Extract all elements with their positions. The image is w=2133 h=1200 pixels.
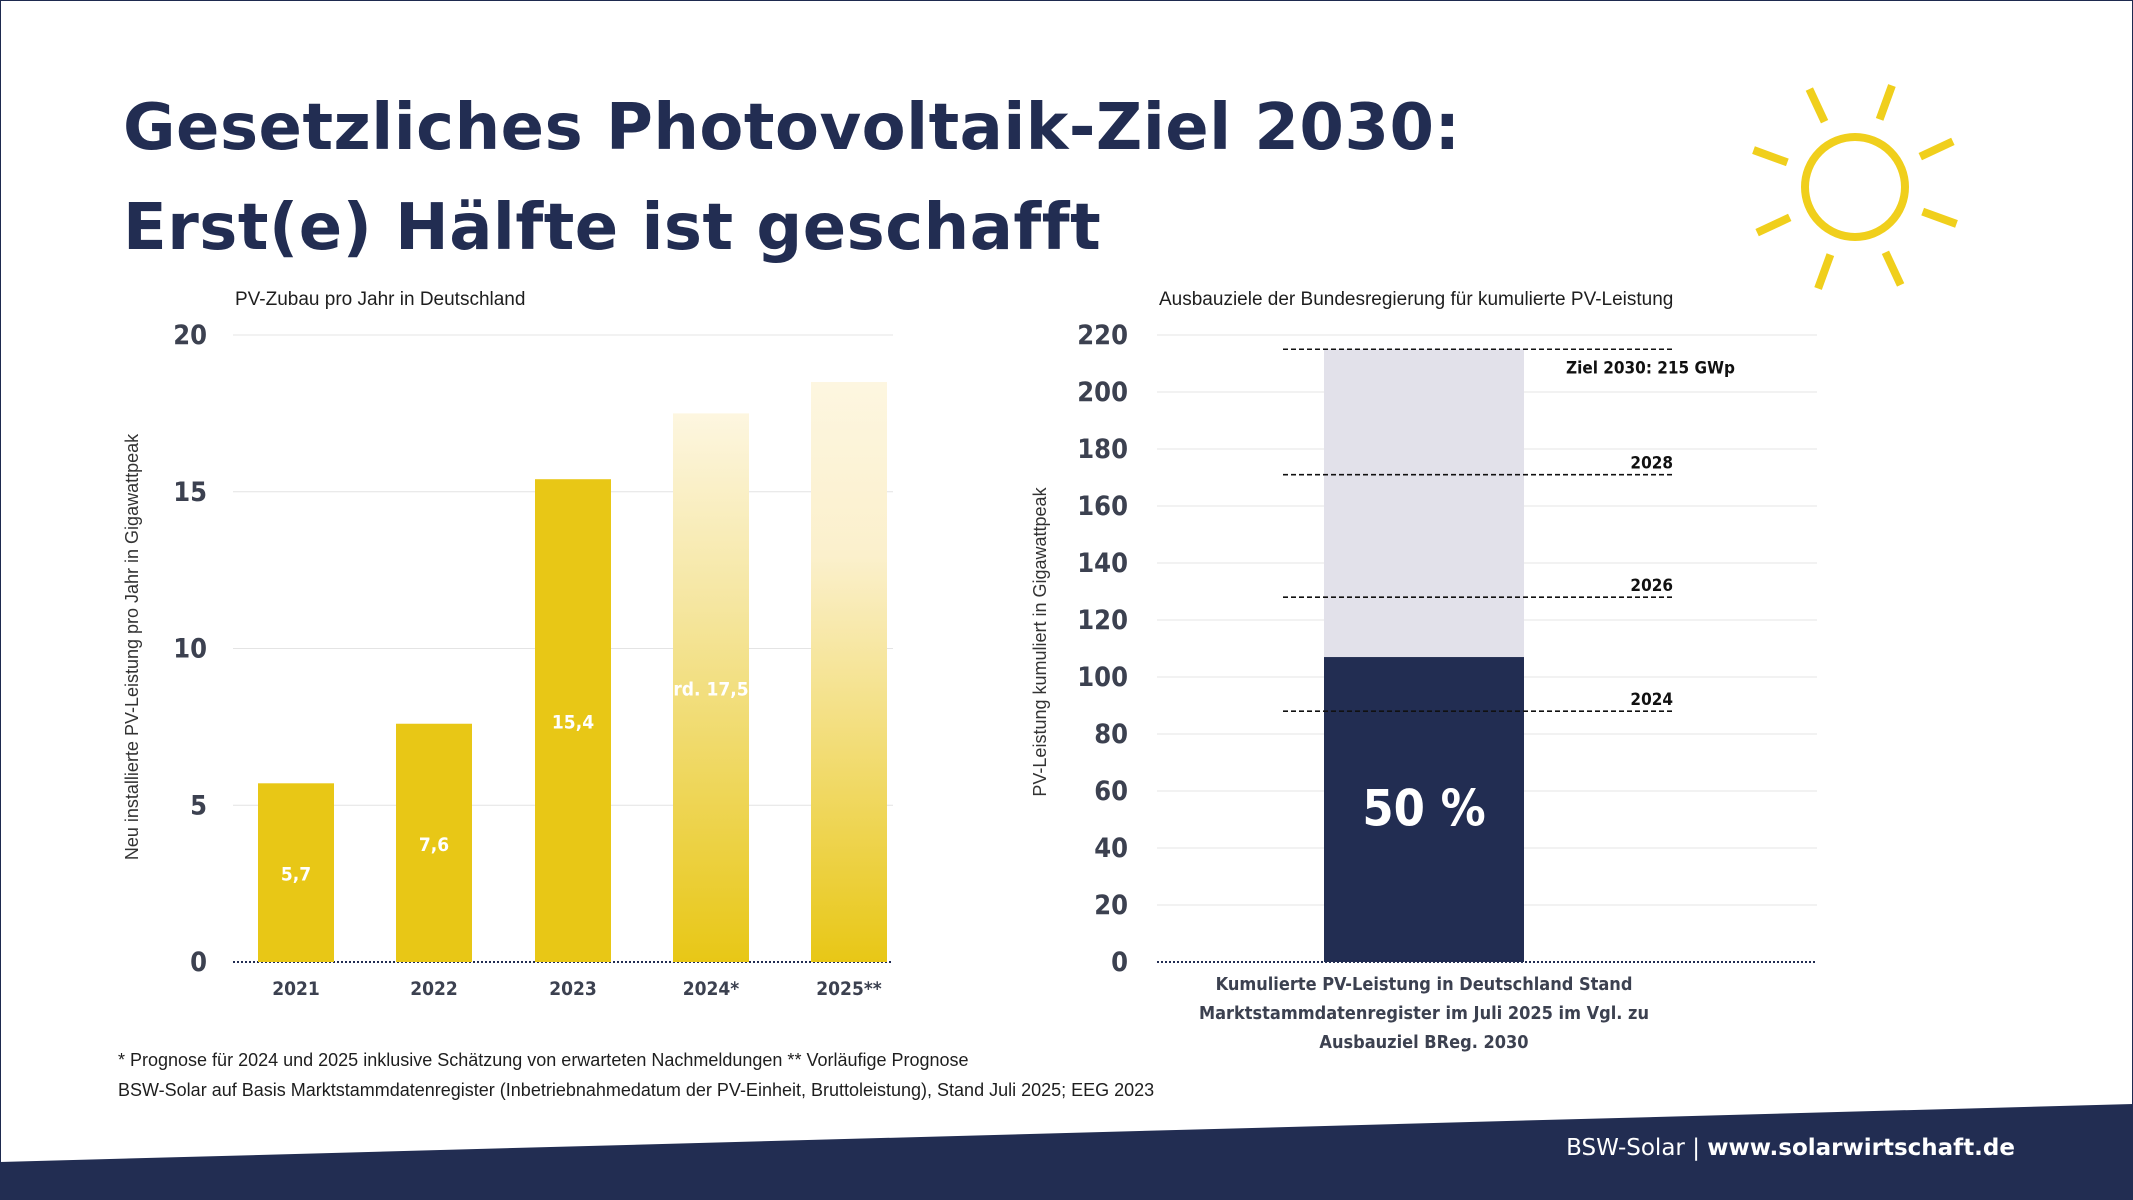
y-tick-label: 0 <box>190 947 207 978</box>
x-category-label: Marktstammdatenregister im Juli 2025 im … <box>1199 1003 1649 1024</box>
sun-ray <box>1805 87 1829 124</box>
target-label: 2028 <box>1630 454 1673 474</box>
sun-ray <box>1752 146 1789 167</box>
y-tick-label: 20 <box>1094 890 1128 921</box>
title-line-2: Erst(e) Hälfte ist geschafft <box>123 191 1102 265</box>
bar-data-label: 15,4 <box>552 712 594 734</box>
footnote-forecast: * Prognose für 2024 und 2025 inklusive S… <box>118 1050 969 1070</box>
footer-credit: BSW-Solar | www.solarwirtschaft.de <box>1566 1135 2015 1161</box>
y-tick-label: 120 <box>1077 605 1128 636</box>
cumulative-pv-chart: 50 % Ziel 2030: 215 GWp 2028 2026 2024 0 20 4… <box>1030 289 1817 1053</box>
x-tick-label: 2025** <box>816 978 882 1000</box>
actual-bar <box>1324 657 1524 962</box>
y-tick-label: 140 <box>1077 548 1128 579</box>
sun-ray <box>1755 213 1792 237</box>
y-tick-label: 160 <box>1077 491 1128 522</box>
footer-brand: BSW-Solar <box>1566 1135 1685 1161</box>
y-tick-label: 220 <box>1077 320 1128 351</box>
y-tick-label: 0 <box>1111 947 1128 978</box>
y-tick-label: 40 <box>1094 833 1128 864</box>
x-tick-label: 2023 <box>549 978 597 1000</box>
y-tick-label: 80 <box>1094 719 1128 750</box>
x-tick-label: 2024* <box>683 978 740 1000</box>
share-label: 50 % <box>1362 780 1485 838</box>
bar-data-label: 5,7 <box>281 864 311 886</box>
bar-2023 <box>535 479 611 962</box>
x-category-label: Ausbauziel BReg. 2030 <box>1319 1032 1528 1053</box>
bar-2021 <box>258 783 334 962</box>
chart2-y-axis-label: PV-Leistung kumuliert in Gigawattpeak <box>1030 486 1050 796</box>
x-tick-label: 2021 <box>272 978 320 1000</box>
footnotes: * Prognose für 2024 und 2025 inklusive S… <box>118 1045 1154 1105</box>
bar-data-label: 7,6 <box>419 834 449 856</box>
x-category-label: Kumulierte PV-Leistung in Deutschland St… <box>1216 974 1633 995</box>
sun-ray <box>1814 253 1835 290</box>
sun-ray <box>1918 137 1955 161</box>
sun-ray <box>1921 207 1958 228</box>
sun-ray <box>1881 250 1905 287</box>
page-title: Gesetzliches Photovoltaik-Ziel 2030: Ers… <box>123 78 1623 278</box>
y-tick-label: 200 <box>1077 377 1128 408</box>
chart1-title: PV-Zubau pro Jahr in Deutschland <box>235 289 525 310</box>
y-tick-label: 20 <box>173 320 207 351</box>
target-label: 2026 <box>1630 576 1673 596</box>
y-tick-label: 15 <box>173 477 207 508</box>
footer-url[interactable]: www.solarwirtschaft.de <box>1707 1135 2015 1161</box>
y-tick-label: 100 <box>1077 662 1128 693</box>
target-label: 2024 <box>1630 690 1673 710</box>
y-tick-label: 180 <box>1077 434 1128 465</box>
title-line-1: Gesetzliches Photovoltaik-Ziel 2030: <box>123 91 1461 165</box>
x-tick-label: 2022 <box>410 978 458 1000</box>
footer-separator: | <box>1692 1135 1700 1161</box>
y-tick-label: 5 <box>190 790 207 821</box>
chart2-title: Ausbauziele der Bundesregierung für kumu… <box>1159 289 1673 310</box>
annual-pv-chart: 5,7 7,6 15,4 rd. 17,5 0 5 10 15 20 2021 2022 2023… <box>122 289 893 1000</box>
y-tick-label: 60 <box>1094 776 1128 807</box>
chart1-y-axis-label: Neu installierte PV-Leistung pro Jahr in… <box>122 433 142 860</box>
footnote-source: BSW-Solar auf Basis Marktstammdatenregis… <box>118 1080 1155 1100</box>
y-tick-label: 10 <box>173 634 207 665</box>
footer-band <box>0 1104 2133 1200</box>
sun-icon <box>1752 84 1958 290</box>
bar-2025 <box>811 382 887 962</box>
sun-ray <box>1875 84 1896 121</box>
bar-2024 <box>673 413 749 962</box>
bar-2022 <box>396 723 472 962</box>
target-label: Ziel 2030: 215 GWp <box>1566 358 1735 378</box>
bar-data-label: rd. 17,5 <box>673 679 748 701</box>
